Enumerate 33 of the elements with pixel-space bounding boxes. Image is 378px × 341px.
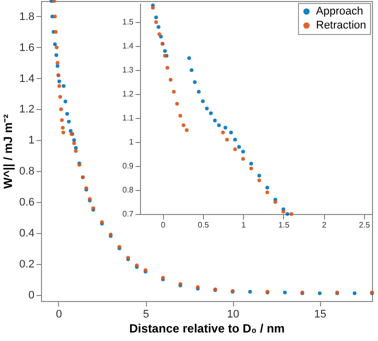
y-tick-label: 1.2 <box>122 90 134 99</box>
y-tick-label: 0.8 <box>19 166 34 178</box>
y-axis-title: W^|| / mJ m⁻² <box>1 114 16 189</box>
legend-label: Retraction <box>316 20 366 32</box>
y-tick-label: 1.6 <box>19 42 34 54</box>
y-tick-label: 1.3 <box>122 66 134 75</box>
x-tick-label: 0 <box>56 308 62 320</box>
x-axis-title: Distance relative to D₀ / nm <box>129 322 285 336</box>
y-tick-label: 0.9 <box>122 162 134 171</box>
x-tick-label: 5 <box>142 308 150 320</box>
x-tick-label: 1 <box>241 220 246 230</box>
y-tick-label: 1 <box>28 134 34 147</box>
x-tick-label: 2 <box>322 220 327 230</box>
y-tick-label: 1.8 <box>19 10 34 23</box>
y-tick-label: 0.8 <box>122 186 134 195</box>
y-tick-label: 0.2 <box>19 258 34 270</box>
x-tick-label: 15 <box>314 308 326 320</box>
y-tick-label: 1.2 <box>19 104 34 116</box>
y-tick-label: 0 <box>28 289 34 302</box>
x-tick-label: 0.5 <box>198 220 210 230</box>
x-tick-label: 1.5 <box>278 220 290 230</box>
y-tick-label: 0.7 <box>122 210 134 218</box>
x-tick-label: 2.5 <box>358 220 371 230</box>
y-tick-label: 0.4 <box>19 227 34 240</box>
y-tick-label: 0.6 <box>19 196 34 209</box>
legend-label: Approach <box>316 6 364 18</box>
y-tick-label: 1.4 <box>19 72 34 85</box>
y-tick-label: 1.1 <box>122 114 134 123</box>
x-tick-label: 0 <box>160 220 166 230</box>
y-tick-label: 1.5 <box>122 18 134 27</box>
y-tick-label: 1 <box>129 138 134 147</box>
x-tick-label: 10 <box>227 308 240 320</box>
y-tick-label: 1.4 <box>122 42 134 51</box>
